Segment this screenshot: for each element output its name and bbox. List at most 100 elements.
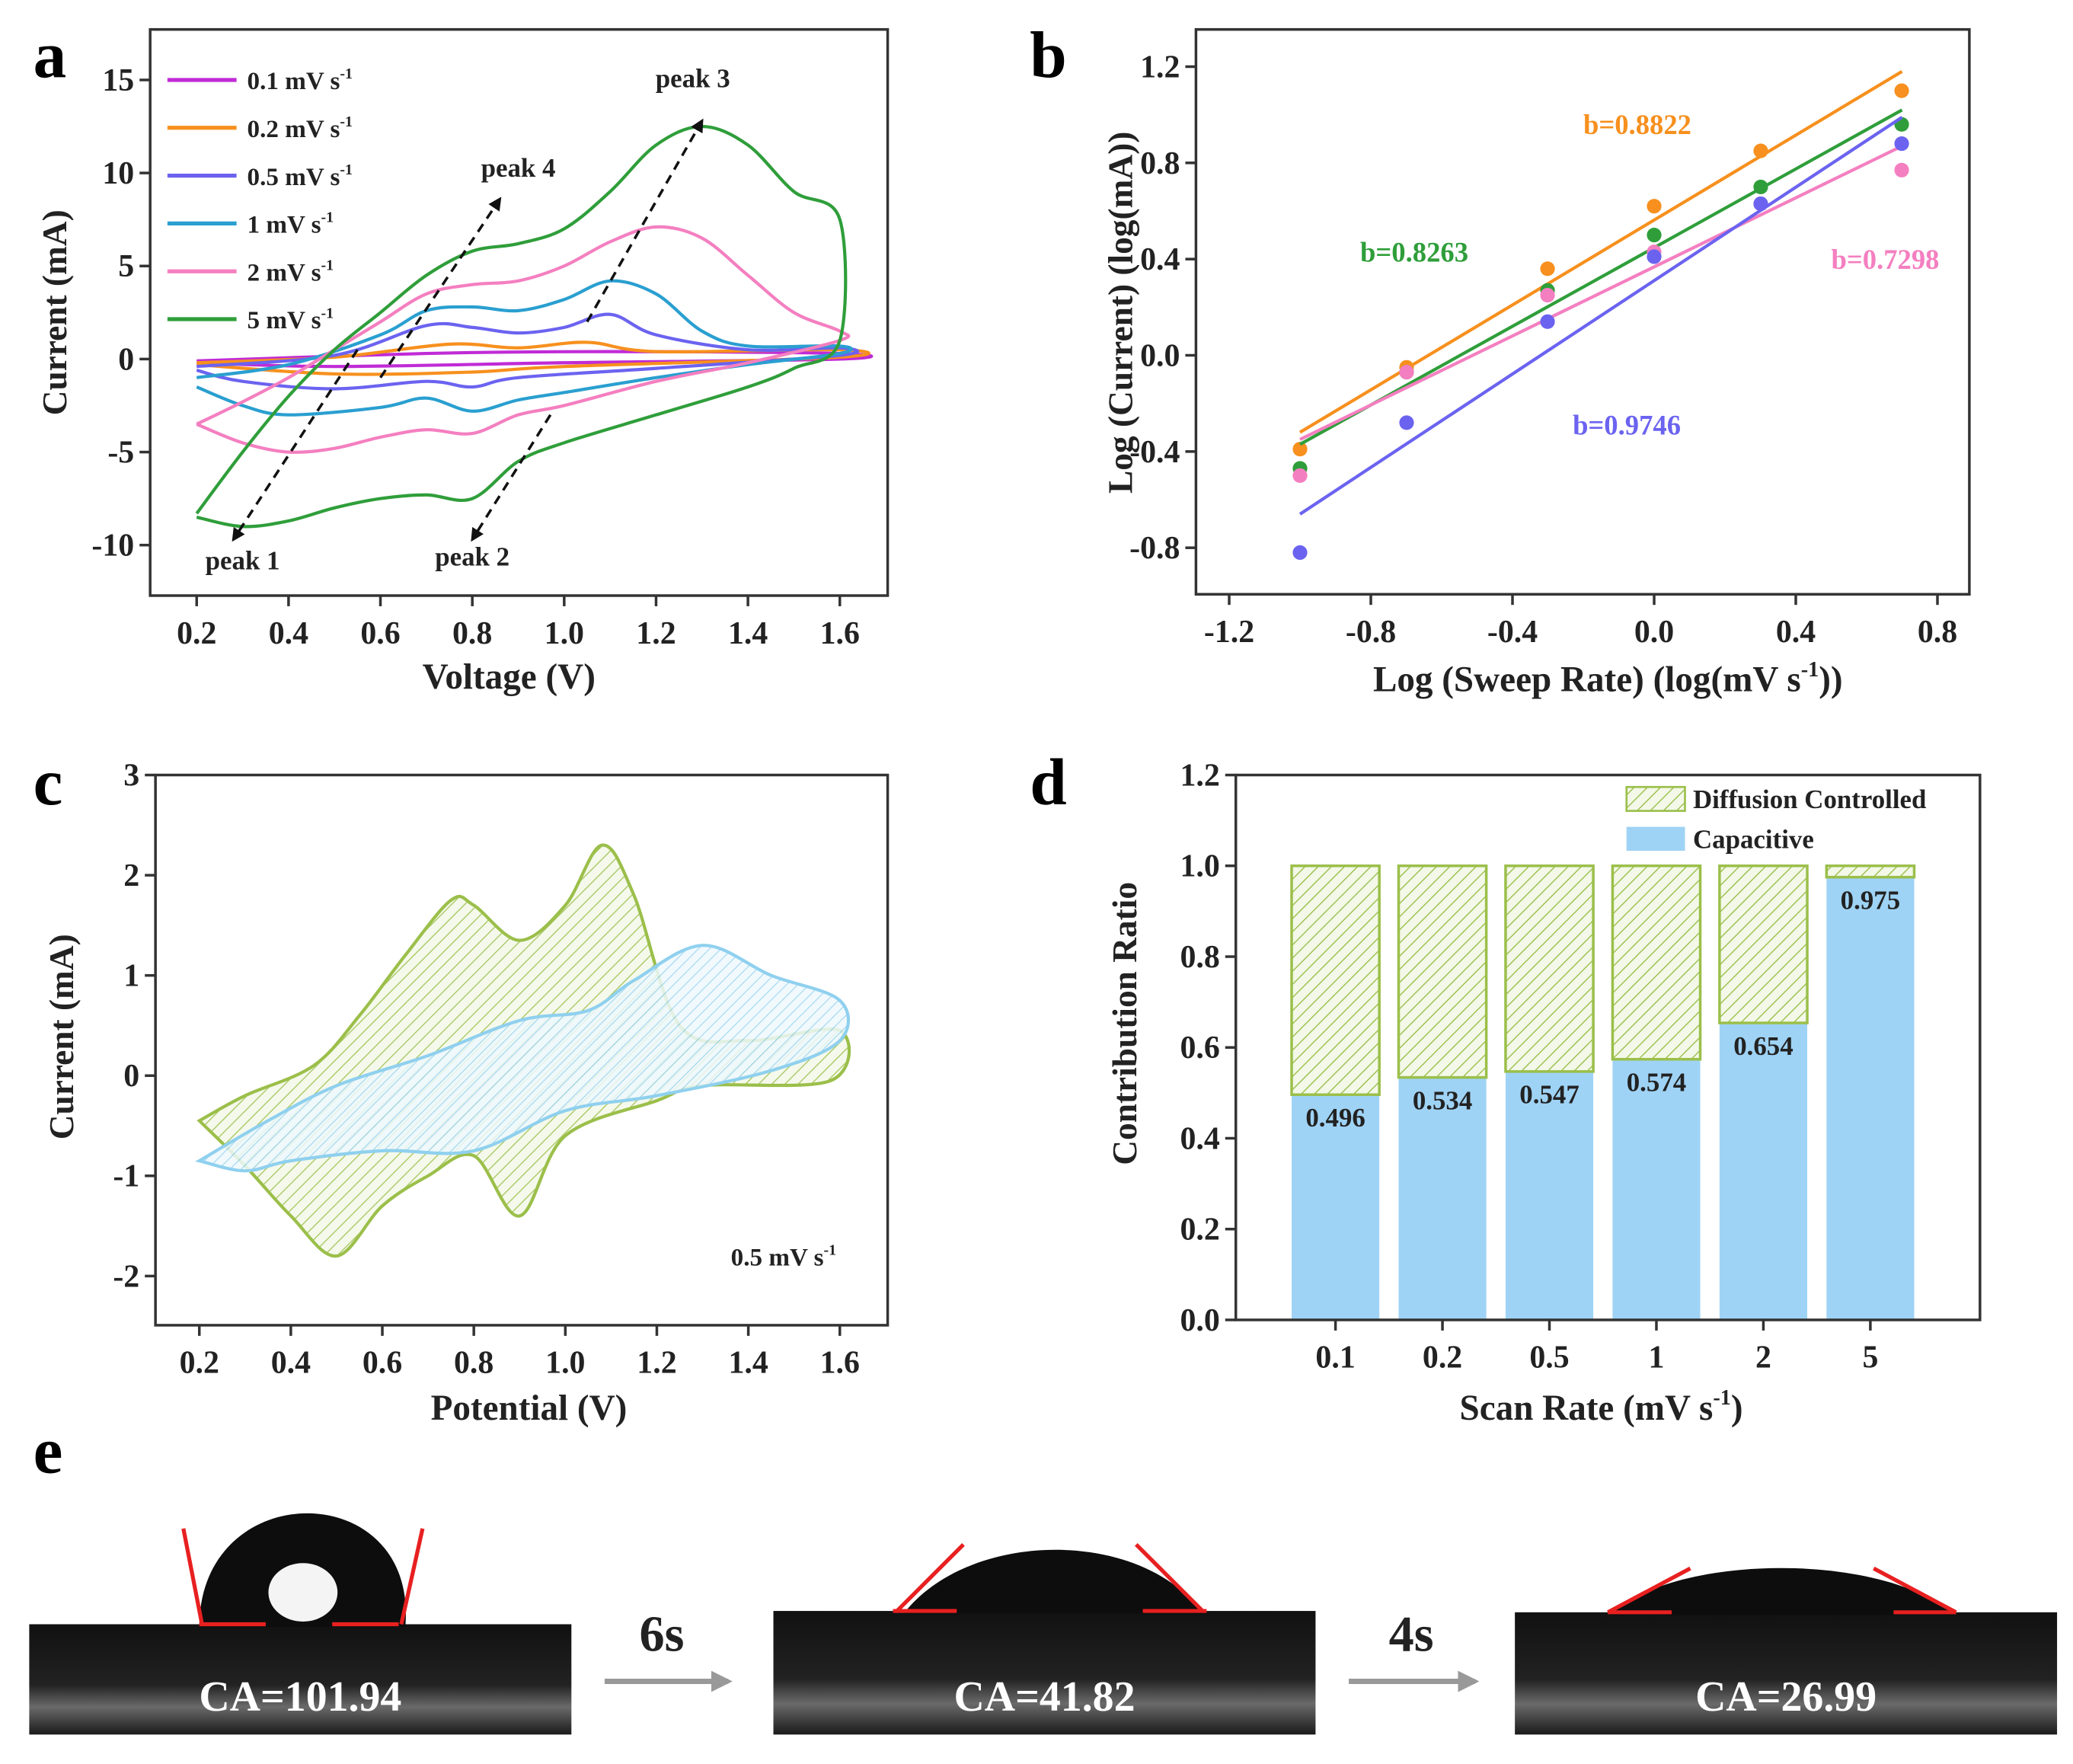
data-point bbox=[1753, 143, 1768, 158]
x-tick-label: 1.0 bbox=[545, 1346, 585, 1381]
x-tick-label: -0.4 bbox=[1487, 615, 1538, 650]
x-tick-label: 0.6 bbox=[360, 616, 400, 651]
legend-label: 0.5 mV s-1 bbox=[248, 161, 353, 191]
data-point bbox=[1292, 468, 1308, 484]
y-tick-label: -1 bbox=[113, 1159, 139, 1194]
bar-value-label: 0.534 bbox=[1413, 1085, 1472, 1115]
plot-frame-c bbox=[154, 773, 890, 1327]
y-tick-label: 0.4 bbox=[1140, 242, 1180, 277]
data-point bbox=[1647, 249, 1662, 264]
x-tick-label: 1.4 bbox=[728, 1346, 768, 1381]
x-tick-label: 0.0 bbox=[1634, 615, 1674, 650]
scan-rate-annotation: 0.5 mV s-1 bbox=[731, 1242, 836, 1271]
legend-swatch-diffusion bbox=[1625, 785, 1686, 812]
data-point bbox=[1894, 136, 1909, 152]
x-tick-label: -1.2 bbox=[1204, 615, 1254, 650]
panel-label-b: b bbox=[1030, 18, 1067, 91]
panel-label-a: a bbox=[34, 18, 67, 91]
y-tick-label: 0.2 bbox=[1180, 1213, 1219, 1248]
x-tick-label: -0.8 bbox=[1346, 615, 1396, 650]
x-tick-label: 2 bbox=[1755, 1341, 1771, 1376]
x-tick-label: 0.4 bbox=[1776, 615, 1816, 650]
tangent-line bbox=[1607, 1566, 1691, 1615]
peak-arrow bbox=[586, 118, 704, 323]
water-droplet bbox=[903, 1549, 1203, 1614]
tangent-line bbox=[1135, 1542, 1204, 1612]
y-tick-label: 0.8 bbox=[1140, 146, 1180, 181]
peak-label: peak 4 bbox=[481, 153, 556, 183]
x-tick-label: 0.8 bbox=[1918, 615, 1957, 650]
legend-label: 2 mV s-1 bbox=[248, 257, 334, 287]
legend-label-text: 0.1 mV s bbox=[248, 67, 340, 95]
bar-capacitive bbox=[1612, 1059, 1701, 1320]
contact-angle-image: CA=101.94 bbox=[29, 1513, 572, 1735]
bar-value-label: 0.654 bbox=[1733, 1031, 1793, 1061]
y-tick-label: -5 bbox=[107, 435, 134, 470]
x-tick-label: 1.0 bbox=[545, 616, 584, 651]
substrate bbox=[29, 1624, 572, 1735]
x-tick-label: 0.8 bbox=[454, 1346, 493, 1381]
bar-diffusion bbox=[1290, 864, 1381, 1096]
contact-angle-image: CA=26.99 bbox=[1515, 1566, 2058, 1735]
x-tick-label: 1.6 bbox=[820, 1346, 860, 1381]
slope-label: b=0.8822 bbox=[1583, 109, 1691, 140]
bar-capacitive bbox=[1292, 1095, 1380, 1320]
legend-label: 0.2 mV s-1 bbox=[248, 113, 353, 143]
y-tick-label: 0.6 bbox=[1180, 1031, 1219, 1066]
x-tick-label: 1.6 bbox=[820, 616, 860, 651]
time-step-label: 4s bbox=[1389, 1606, 1434, 1662]
x-tick-label: 0.2 bbox=[1423, 1341, 1462, 1376]
x-axis-label: Voltage (V) bbox=[423, 657, 596, 697]
y-tick-label: 1.0 bbox=[1180, 849, 1219, 884]
water-droplet bbox=[1610, 1567, 1953, 1615]
tangent-line bbox=[181, 1528, 204, 1625]
data-point bbox=[1753, 196, 1768, 212]
x-tick-label: 0.4 bbox=[269, 616, 308, 651]
slope-label: b=0.9746 bbox=[1573, 410, 1681, 441]
panel-label-d: d bbox=[1030, 745, 1067, 819]
x-axis-label: Log (Sweep Rate) (log(mV s-1)) bbox=[1373, 658, 1843, 700]
panel-label-c: c bbox=[34, 745, 63, 819]
data-point bbox=[1540, 261, 1555, 276]
y-tick-label: 5 bbox=[118, 249, 134, 284]
y-tick-label: 0.0 bbox=[1180, 1303, 1219, 1338]
cv-area-capacitive bbox=[195, 944, 850, 1173]
data-point bbox=[1399, 365, 1414, 380]
y-tick-label: 1.2 bbox=[1180, 758, 1219, 793]
x-tick-label: 0.2 bbox=[180, 1346, 219, 1381]
x-axis-label-sup: -1 bbox=[1713, 1386, 1731, 1410]
tangent-line bbox=[1873, 1566, 1957, 1615]
y-tick-label: -0.4 bbox=[1129, 435, 1180, 470]
y-axis-label: Current (mA) bbox=[43, 934, 81, 1139]
y-tick-label: -0.8 bbox=[1129, 531, 1180, 566]
contact-angle-label: CA=26.99 bbox=[1695, 1673, 1877, 1721]
plot-frame-a bbox=[149, 27, 890, 597]
legend-label-capacitive: Capacitive bbox=[1693, 825, 1814, 855]
cv-curve-3 bbox=[196, 279, 853, 417]
cv-curve-2 bbox=[196, 312, 860, 391]
bar-capacitive bbox=[1505, 1071, 1594, 1320]
y-tick-label: 0.4 bbox=[1180, 1121, 1219, 1156]
legend-label: 1 mV s-1 bbox=[248, 209, 334, 239]
data-point bbox=[1647, 199, 1662, 214]
fit-line bbox=[1298, 116, 1903, 516]
time-step-label: 6s bbox=[639, 1606, 684, 1662]
bar-value-label: 0.547 bbox=[1519, 1080, 1579, 1110]
y-axis-label: Current (mA) bbox=[36, 209, 74, 415]
bar-capacitive bbox=[1719, 1023, 1808, 1320]
y-tick-label: 0 bbox=[123, 1059, 139, 1094]
contact-angle-label: CA=41.82 bbox=[953, 1673, 1135, 1721]
data-point bbox=[1647, 227, 1662, 243]
droplet-highlight bbox=[268, 1563, 338, 1622]
legend-label-sup: -1 bbox=[321, 305, 334, 321]
data-point bbox=[1894, 83, 1909, 98]
y-tick-label: 3 bbox=[123, 758, 139, 793]
data-point bbox=[1292, 442, 1308, 457]
slope-label: b=0.8263 bbox=[1360, 236, 1468, 267]
y-axis-label: Contribution Ratio bbox=[1106, 882, 1144, 1165]
data-point bbox=[1894, 162, 1909, 177]
bar-capacitive bbox=[1398, 1077, 1487, 1320]
contact-angle-label: CA=101.94 bbox=[199, 1673, 401, 1721]
x-tick-label: 1.4 bbox=[728, 616, 768, 651]
cv-curve-5 bbox=[195, 124, 848, 529]
